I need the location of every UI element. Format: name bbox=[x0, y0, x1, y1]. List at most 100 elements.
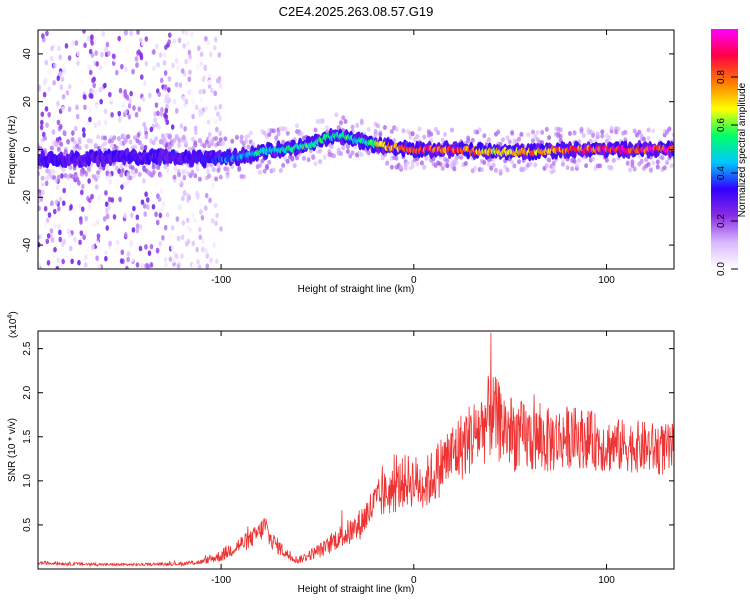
noise-cell bbox=[126, 251, 131, 257]
noise-cell bbox=[127, 114, 132, 120]
noise-cell bbox=[100, 51, 104, 58]
noise-cell bbox=[144, 191, 148, 198]
halo-cell bbox=[114, 165, 119, 171]
x-tick-label: 100 bbox=[598, 575, 615, 586]
halo-cell bbox=[445, 158, 450, 164]
noise-cell bbox=[55, 184, 60, 191]
noise-cell bbox=[137, 49, 141, 55]
noise-cell bbox=[88, 92, 93, 99]
colorbar-tick-label: 0.2 bbox=[716, 214, 727, 228]
halo-cell bbox=[533, 162, 538, 168]
noise-cell bbox=[187, 49, 192, 56]
spectrogram-y-ticks: -40 -20 0 20 40 bbox=[22, 48, 674, 252]
halo-cell bbox=[473, 165, 478, 171]
halo-cell bbox=[313, 127, 318, 133]
noise-cell bbox=[79, 79, 84, 85]
noise-cell bbox=[154, 102, 159, 108]
noise-cell bbox=[170, 225, 175, 231]
noise-cell bbox=[200, 214, 205, 221]
halo-cell bbox=[507, 139, 512, 145]
noise-cell bbox=[107, 103, 112, 109]
y-tick-label: 1.0 bbox=[22, 473, 33, 487]
halo-cell bbox=[505, 167, 510, 173]
noise-cell bbox=[180, 234, 185, 241]
noise-cell bbox=[152, 65, 156, 72]
noise-cell bbox=[218, 103, 223, 110]
noise-cell bbox=[131, 227, 136, 233]
halo-cell bbox=[123, 138, 128, 144]
noise-cell bbox=[134, 56, 139, 62]
halo-cell bbox=[211, 167, 216, 173]
noise-cell bbox=[202, 120, 206, 127]
halo-cell bbox=[544, 163, 549, 169]
halo-cell bbox=[299, 131, 304, 137]
noise-cell bbox=[144, 244, 148, 250]
noise-cell bbox=[38, 84, 41, 90]
noise-cell bbox=[203, 64, 208, 70]
halo-cell bbox=[260, 158, 265, 164]
noise-cell bbox=[208, 228, 213, 235]
halo-cell bbox=[551, 160, 556, 166]
noise-cell bbox=[167, 32, 172, 38]
halo-cell bbox=[190, 136, 195, 142]
halo-cell bbox=[59, 141, 64, 147]
noise-cell bbox=[169, 233, 173, 240]
halo-cell bbox=[177, 172, 182, 178]
noise-cell bbox=[69, 204, 73, 211]
noise-cell bbox=[172, 257, 176, 264]
halo-cell bbox=[632, 128, 637, 134]
noise-cell bbox=[206, 186, 211, 193]
halo-cell bbox=[311, 155, 316, 161]
noise-cell bbox=[75, 113, 80, 120]
halo-cell bbox=[604, 157, 609, 163]
noise-cell bbox=[188, 227, 193, 234]
noise-cell bbox=[164, 107, 169, 114]
noise-cell bbox=[50, 45, 54, 52]
noise-cell bbox=[143, 80, 147, 86]
halo-cell bbox=[137, 171, 142, 177]
halo-cell bbox=[110, 143, 115, 149]
halo-cell bbox=[463, 161, 468, 167]
spectrogram-y-label: Frequency (Hz) bbox=[7, 116, 18, 185]
noise-cell bbox=[67, 232, 72, 238]
halo-cell bbox=[91, 173, 96, 179]
noise-cell bbox=[125, 180, 130, 186]
noise-cell bbox=[47, 111, 51, 118]
halo-cell bbox=[301, 155, 306, 161]
noise-cell bbox=[141, 96, 146, 103]
noise-cell bbox=[52, 252, 56, 259]
noise-cell bbox=[108, 240, 112, 247]
noise-cell bbox=[74, 40, 79, 46]
noise-cell bbox=[86, 120, 90, 126]
noise-cell bbox=[95, 240, 100, 246]
halo-cell bbox=[498, 168, 503, 174]
snr-x-label: Height of straight line (km) bbox=[298, 584, 415, 595]
halo-cell bbox=[322, 154, 327, 160]
noise-cell bbox=[142, 121, 147, 128]
halo-cell bbox=[133, 135, 138, 141]
halo-cell bbox=[77, 136, 82, 142]
noise-cell bbox=[174, 108, 179, 114]
noise-cell bbox=[180, 253, 184, 259]
y-tick-label: -40 bbox=[22, 237, 33, 252]
noise-cell bbox=[73, 236, 77, 243]
halo-cell bbox=[216, 168, 221, 174]
noise-cell bbox=[155, 219, 160, 226]
noise-cell bbox=[47, 69, 51, 75]
halo-cell bbox=[366, 150, 371, 156]
halo-cell bbox=[308, 148, 313, 154]
halo-cell bbox=[225, 174, 230, 180]
halo-cell bbox=[669, 163, 674, 169]
noise-cell bbox=[81, 183, 85, 190]
noise-cell bbox=[120, 184, 124, 190]
halo-cell bbox=[119, 164, 124, 170]
noise-cell bbox=[42, 91, 47, 98]
noise-cell bbox=[164, 262, 168, 268]
halo-cell bbox=[258, 169, 263, 175]
halo-cell bbox=[577, 158, 582, 164]
noise-cell bbox=[46, 260, 51, 266]
noise-cell bbox=[134, 111, 139, 118]
halo-cell bbox=[320, 119, 325, 125]
halo-cell bbox=[181, 134, 186, 140]
